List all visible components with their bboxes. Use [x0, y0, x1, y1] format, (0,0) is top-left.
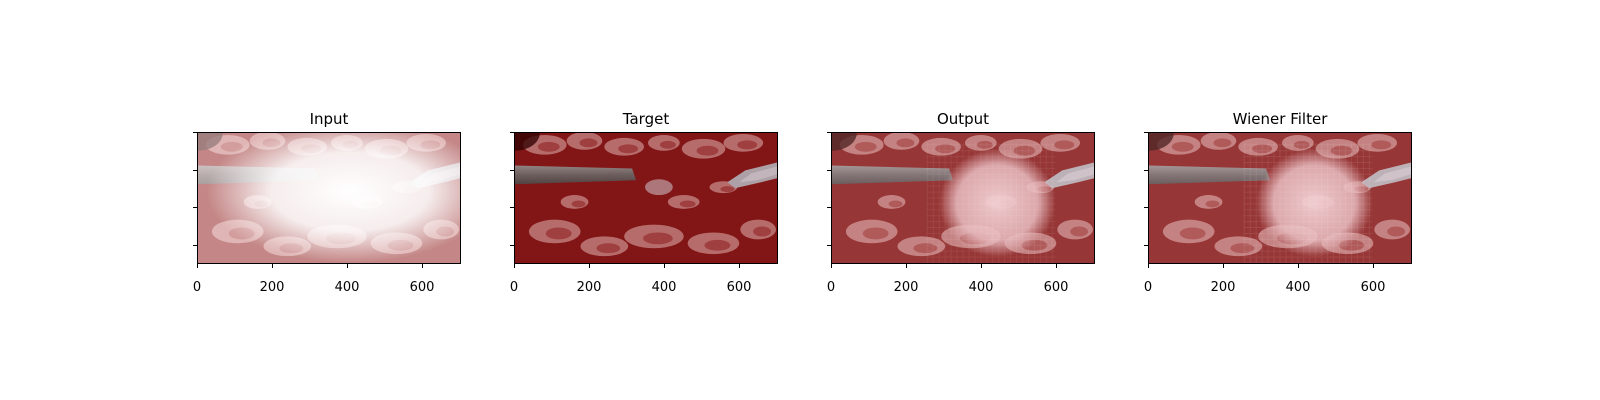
x-tick-mark: [422, 264, 423, 268]
x-tick-mark: [514, 264, 515, 268]
image-frame: [514, 132, 778, 264]
y-tick-mark: [827, 169, 831, 171]
x-tick-mark: [347, 264, 348, 268]
surgical-image-target: [515, 133, 777, 263]
x-tick-label: 600: [726, 280, 752, 295]
x-tick-mark: [272, 264, 273, 268]
panel-title: Input: [309, 110, 349, 128]
x-tick-mark: [739, 264, 740, 268]
x-tick-mark: [664, 264, 665, 268]
panel-title: Target: [622, 110, 670, 128]
x-tick-label: 400: [334, 280, 360, 295]
surgical-image-wiener: [1149, 133, 1411, 263]
y-tick-mark: [1144, 244, 1148, 246]
y-tick-mark: [193, 132, 197, 133]
x-tick-label: 200: [259, 280, 285, 295]
y-tick-mark: [193, 244, 197, 246]
surgical-image-output: [832, 133, 1094, 263]
panel-title: Output: [936, 110, 990, 128]
y-tick-mark: [827, 207, 831, 208]
x-tick-label: 200: [893, 280, 919, 295]
x-tick-mark: [981, 264, 982, 268]
image-frame: [197, 132, 461, 264]
y-tick-mark: [510, 132, 514, 133]
y-tick-mark: [1144, 169, 1148, 171]
x-tick-label: 600: [409, 280, 435, 295]
y-tick-mark: [510, 244, 514, 246]
x-tick-label: 0: [509, 280, 519, 295]
y-tick-mark: [1144, 132, 1148, 133]
x-tick-label: 200: [1210, 280, 1236, 295]
x-tick-label: 600: [1360, 280, 1386, 295]
x-tick-mark: [1298, 264, 1299, 268]
x-tick-mark: [1373, 264, 1374, 268]
x-tick-label: 600: [1043, 280, 1069, 295]
y-tick-mark: [193, 207, 197, 208]
y-tick-mark: [1144, 207, 1148, 208]
y-tick-mark: [510, 169, 514, 171]
y-tick-mark: [827, 244, 831, 246]
x-tick-mark: [1223, 264, 1224, 268]
x-tick-mark: [1148, 264, 1149, 268]
x-tick-mark: [906, 264, 907, 268]
x-tick-label: 400: [651, 280, 677, 295]
y-tick-mark: [510, 207, 514, 208]
x-tick-mark: [1056, 264, 1057, 268]
panel-title: Wiener Filter: [1232, 110, 1328, 128]
x-tick-label: 400: [968, 280, 994, 295]
x-tick-mark: [589, 264, 590, 268]
image-frame: [1148, 132, 1412, 264]
x-tick-label: 0: [1143, 280, 1153, 295]
x-tick-label: 200: [576, 280, 602, 295]
x-tick-label: 0: [826, 280, 836, 295]
surgical-image-input: [198, 133, 460, 263]
x-tick-mark: [831, 264, 832, 268]
y-tick-mark: [827, 132, 831, 133]
y-tick-mark: [193, 169, 197, 171]
x-tick-label: 0: [192, 280, 202, 295]
x-tick-label: 400: [1285, 280, 1311, 295]
image-frame: [831, 132, 1095, 264]
x-tick-mark: [197, 264, 198, 268]
